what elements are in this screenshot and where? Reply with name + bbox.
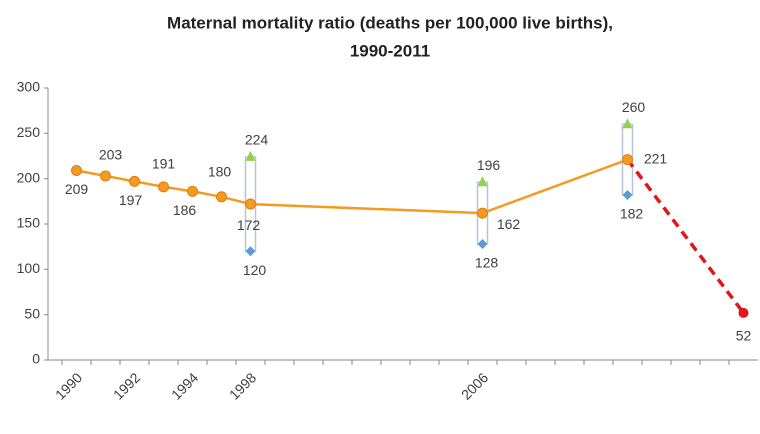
data-label: 224 (245, 132, 269, 148)
data-label: 172 (237, 217, 261, 233)
data-label: 182 (620, 206, 644, 222)
marker (622, 189, 633, 200)
data-label: 52 (736, 328, 752, 344)
line-segment (250, 202, 483, 215)
marker (129, 175, 140, 187)
data-label: 186 (173, 202, 197, 218)
marker (100, 170, 111, 182)
data-label: 197 (119, 192, 143, 208)
data-label: 260 (622, 99, 646, 115)
marker (216, 191, 227, 203)
marker (477, 238, 488, 249)
data-label: 209 (65, 181, 89, 197)
marker (738, 307, 749, 318)
data-label: 196 (477, 157, 501, 173)
data-label: 162 (497, 216, 521, 232)
data-label: 191 (152, 156, 176, 172)
x-tick-label: 1998 (226, 369, 259, 402)
chart-title: Maternal mortality ratio (deaths per 100… (167, 13, 613, 32)
marker (158, 181, 169, 193)
marker (245, 246, 256, 257)
y-tick-label: 200 (17, 169, 41, 185)
marker (187, 185, 198, 197)
x-tick-label: 2006 (458, 369, 491, 402)
marker (245, 150, 256, 161)
chart-title: 1990-2011 (350, 41, 430, 60)
data-label: 203 (99, 147, 123, 163)
y-tick-label: 300 (17, 79, 41, 95)
y-tick-label: 50 (24, 305, 40, 321)
x-tick-label: 1992 (110, 369, 143, 402)
marker (477, 207, 488, 219)
y-tick-label: 0 (32, 351, 40, 367)
data-label: 128 (475, 255, 499, 271)
y-tick-label: 250 (17, 124, 41, 140)
line-segment (626, 158, 745, 314)
data-label: 180 (208, 164, 232, 180)
marker (622, 118, 633, 129)
marker (245, 198, 256, 210)
y-tick-label: 150 (17, 215, 41, 231)
y-tick-label: 100 (17, 260, 41, 276)
data-label: 120 (243, 262, 267, 278)
line-segment (482, 158, 628, 215)
marker (622, 154, 633, 166)
marker (477, 176, 488, 187)
x-tick-label: 1990 (52, 369, 85, 402)
x-tick-label: 1994 (168, 369, 201, 402)
marker (71, 165, 82, 177)
data-label: 221 (644, 150, 668, 166)
